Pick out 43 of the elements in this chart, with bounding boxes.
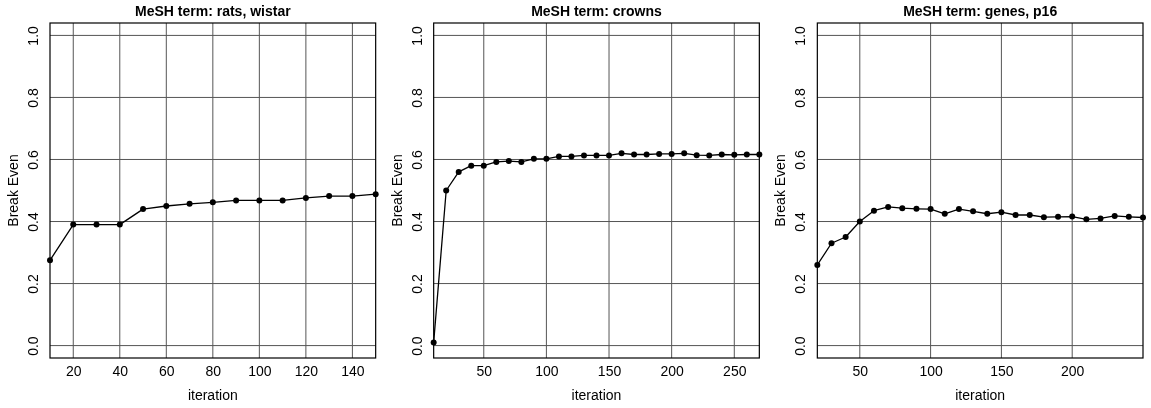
x-tick-label: 100 bbox=[248, 362, 272, 379]
y-tick-label: 0.2 bbox=[792, 274, 809, 294]
y-tick-label: 0.8 bbox=[25, 88, 41, 108]
y-tick-label: 1.0 bbox=[25, 25, 41, 46]
x-tick-label: 140 bbox=[341, 362, 365, 379]
y-axis-title: Break Even bbox=[388, 154, 405, 227]
y-tick-label: 0.6 bbox=[25, 150, 41, 170]
x-axis-title: iteration bbox=[955, 387, 1006, 403]
y-tick-label: 0.0 bbox=[792, 336, 809, 356]
chart-title: MeSH term: genes, p16 bbox=[903, 3, 1058, 19]
x-axis-title: iteration bbox=[571, 387, 622, 403]
x-tick-label: 150 bbox=[990, 362, 1014, 379]
x-tick-label: 250 bbox=[723, 362, 747, 379]
y-tick-label: 0.2 bbox=[408, 274, 425, 294]
x-tick-label: 120 bbox=[294, 362, 319, 379]
x-tick-label: 80 bbox=[205, 362, 222, 379]
x-tick-label: 100 bbox=[919, 362, 943, 379]
y-tick-label: 0.4 bbox=[408, 212, 425, 232]
x-tick-label: 40 bbox=[112, 362, 129, 379]
y-axis-title: Break Even bbox=[772, 154, 789, 227]
x-tick-label: 50 bbox=[476, 362, 493, 379]
chart-title: MeSH term: crowns bbox=[531, 3, 663, 19]
x-tick-label: 200 bbox=[660, 362, 685, 379]
y-tick-label: 1.0 bbox=[792, 25, 809, 46]
y-tick-label: 0.6 bbox=[408, 150, 425, 170]
x-tick-label: 60 bbox=[159, 362, 175, 379]
y-tick-label: 0.4 bbox=[25, 212, 41, 232]
y-tick-label: 1.0 bbox=[408, 25, 425, 46]
x-tick-label: 100 bbox=[535, 362, 559, 379]
x-tick-label: 150 bbox=[597, 362, 622, 379]
y-tick-label: 0.8 bbox=[408, 88, 425, 108]
y-tick-label: 0.6 bbox=[792, 150, 809, 170]
x-tick-label: 50 bbox=[852, 362, 869, 379]
x-tick-label: 200 bbox=[1061, 362, 1085, 379]
x-tick-label: 20 bbox=[65, 362, 82, 379]
y-tick-label: 0.8 bbox=[792, 88, 809, 108]
x-axis-title: iteration bbox=[187, 387, 238, 403]
y-tick-label: 0.2 bbox=[25, 274, 41, 294]
y-tick-label: 0.0 bbox=[408, 336, 425, 356]
y-tick-label: 0.4 bbox=[792, 212, 809, 232]
y-tick-label: 0.0 bbox=[25, 336, 41, 356]
y-axis-title: Break Even bbox=[5, 154, 21, 227]
chart-title: MeSH term: rats, wistar bbox=[135, 3, 292, 19]
